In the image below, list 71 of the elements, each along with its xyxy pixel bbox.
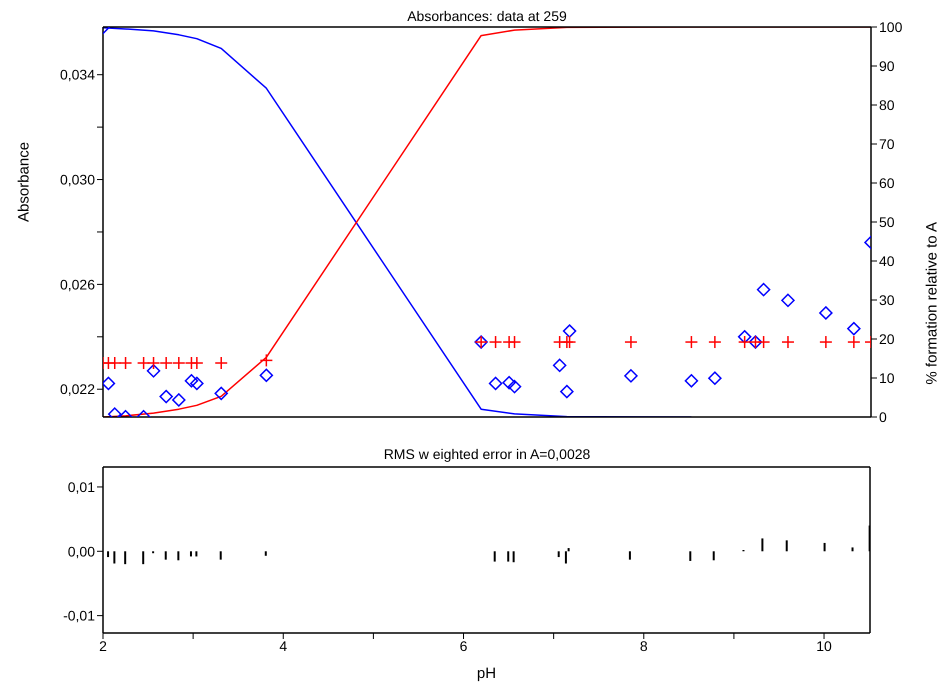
point bbox=[552, 358, 566, 372]
y-tick-label: 0,01 bbox=[68, 478, 96, 495]
y2-tick-label: 70 bbox=[879, 136, 895, 152]
point bbox=[847, 322, 861, 336]
bar bbox=[164, 551, 167, 560]
point bbox=[708, 371, 722, 385]
bar bbox=[494, 551, 496, 562]
y2-tick-label: 20 bbox=[879, 330, 895, 347]
bar bbox=[761, 538, 764, 552]
y2-tick-label: 50 bbox=[879, 214, 895, 230]
y2-tick-label: 90 bbox=[879, 58, 895, 74]
point bbox=[508, 380, 522, 394]
bar bbox=[568, 548, 570, 552]
bar bbox=[852, 547, 854, 552]
y-tick-label: 0,00 bbox=[68, 543, 96, 560]
bar bbox=[689, 551, 692, 561]
bar bbox=[264, 551, 267, 556]
point bbox=[560, 384, 574, 398]
point bbox=[184, 374, 198, 388]
point bbox=[190, 376, 204, 390]
point bbox=[159, 390, 173, 404]
bar bbox=[558, 551, 560, 558]
point bbox=[819, 306, 833, 320]
bar bbox=[124, 551, 126, 564]
y2-tick-label: 0 bbox=[879, 408, 887, 425]
bar bbox=[177, 551, 180, 560]
y-tick-label: 0,034 bbox=[60, 66, 96, 83]
y2-tick-label: 30 bbox=[879, 292, 895, 308]
bar bbox=[142, 551, 144, 564]
y2-tick-label: 100 bbox=[879, 18, 903, 35]
y2-tick-label: 40 bbox=[879, 252, 895, 269]
x-axis-title: pH bbox=[476, 665, 496, 682]
x-tick-label: 4 bbox=[279, 638, 288, 654]
x-tick-label: 10 bbox=[816, 638, 832, 654]
bar bbox=[107, 551, 110, 558]
chart-title: Absorbances: data at 259 bbox=[406, 8, 568, 24]
y-axis-title: Absorbance bbox=[15, 142, 32, 222]
bar bbox=[712, 551, 715, 560]
point bbox=[684, 374, 698, 388]
x-tick-label: 6 bbox=[460, 638, 468, 654]
y-tick-label: 0,022 bbox=[60, 381, 96, 398]
bar bbox=[195, 551, 198, 556]
point bbox=[260, 368, 274, 382]
bar bbox=[628, 551, 631, 560]
y-tick-label: -0,01 bbox=[63, 608, 96, 624]
bar bbox=[220, 551, 222, 560]
point bbox=[172, 393, 186, 407]
point bbox=[756, 282, 770, 296]
point bbox=[624, 369, 638, 383]
bar bbox=[786, 540, 788, 552]
y2-tick-label: 80 bbox=[879, 96, 895, 113]
point bbox=[502, 376, 516, 390]
y-tick-label: 0,030 bbox=[60, 172, 96, 188]
point bbox=[103, 376, 116, 390]
bar bbox=[824, 542, 826, 552]
bar bbox=[113, 551, 116, 564]
point bbox=[488, 376, 502, 390]
chart-title: RMS w eighted error in A=0,0028 bbox=[382, 446, 592, 462]
x-tick-label: 2 bbox=[99, 638, 108, 654]
bar bbox=[507, 551, 510, 562]
bar bbox=[190, 551, 192, 556]
y-tick-label: 0,026 bbox=[60, 276, 96, 292]
point bbox=[781, 294, 795, 308]
point bbox=[562, 324, 576, 338]
bar bbox=[512, 551, 515, 562]
point bbox=[214, 386, 228, 400]
y2-tick-label: 10 bbox=[879, 370, 895, 386]
y2-axis-title: % formation relative to A bbox=[923, 222, 940, 385]
y2-tick-label: 60 bbox=[879, 174, 895, 191]
bar bbox=[564, 551, 567, 564]
x-tick-label: 8 bbox=[640, 638, 648, 654]
